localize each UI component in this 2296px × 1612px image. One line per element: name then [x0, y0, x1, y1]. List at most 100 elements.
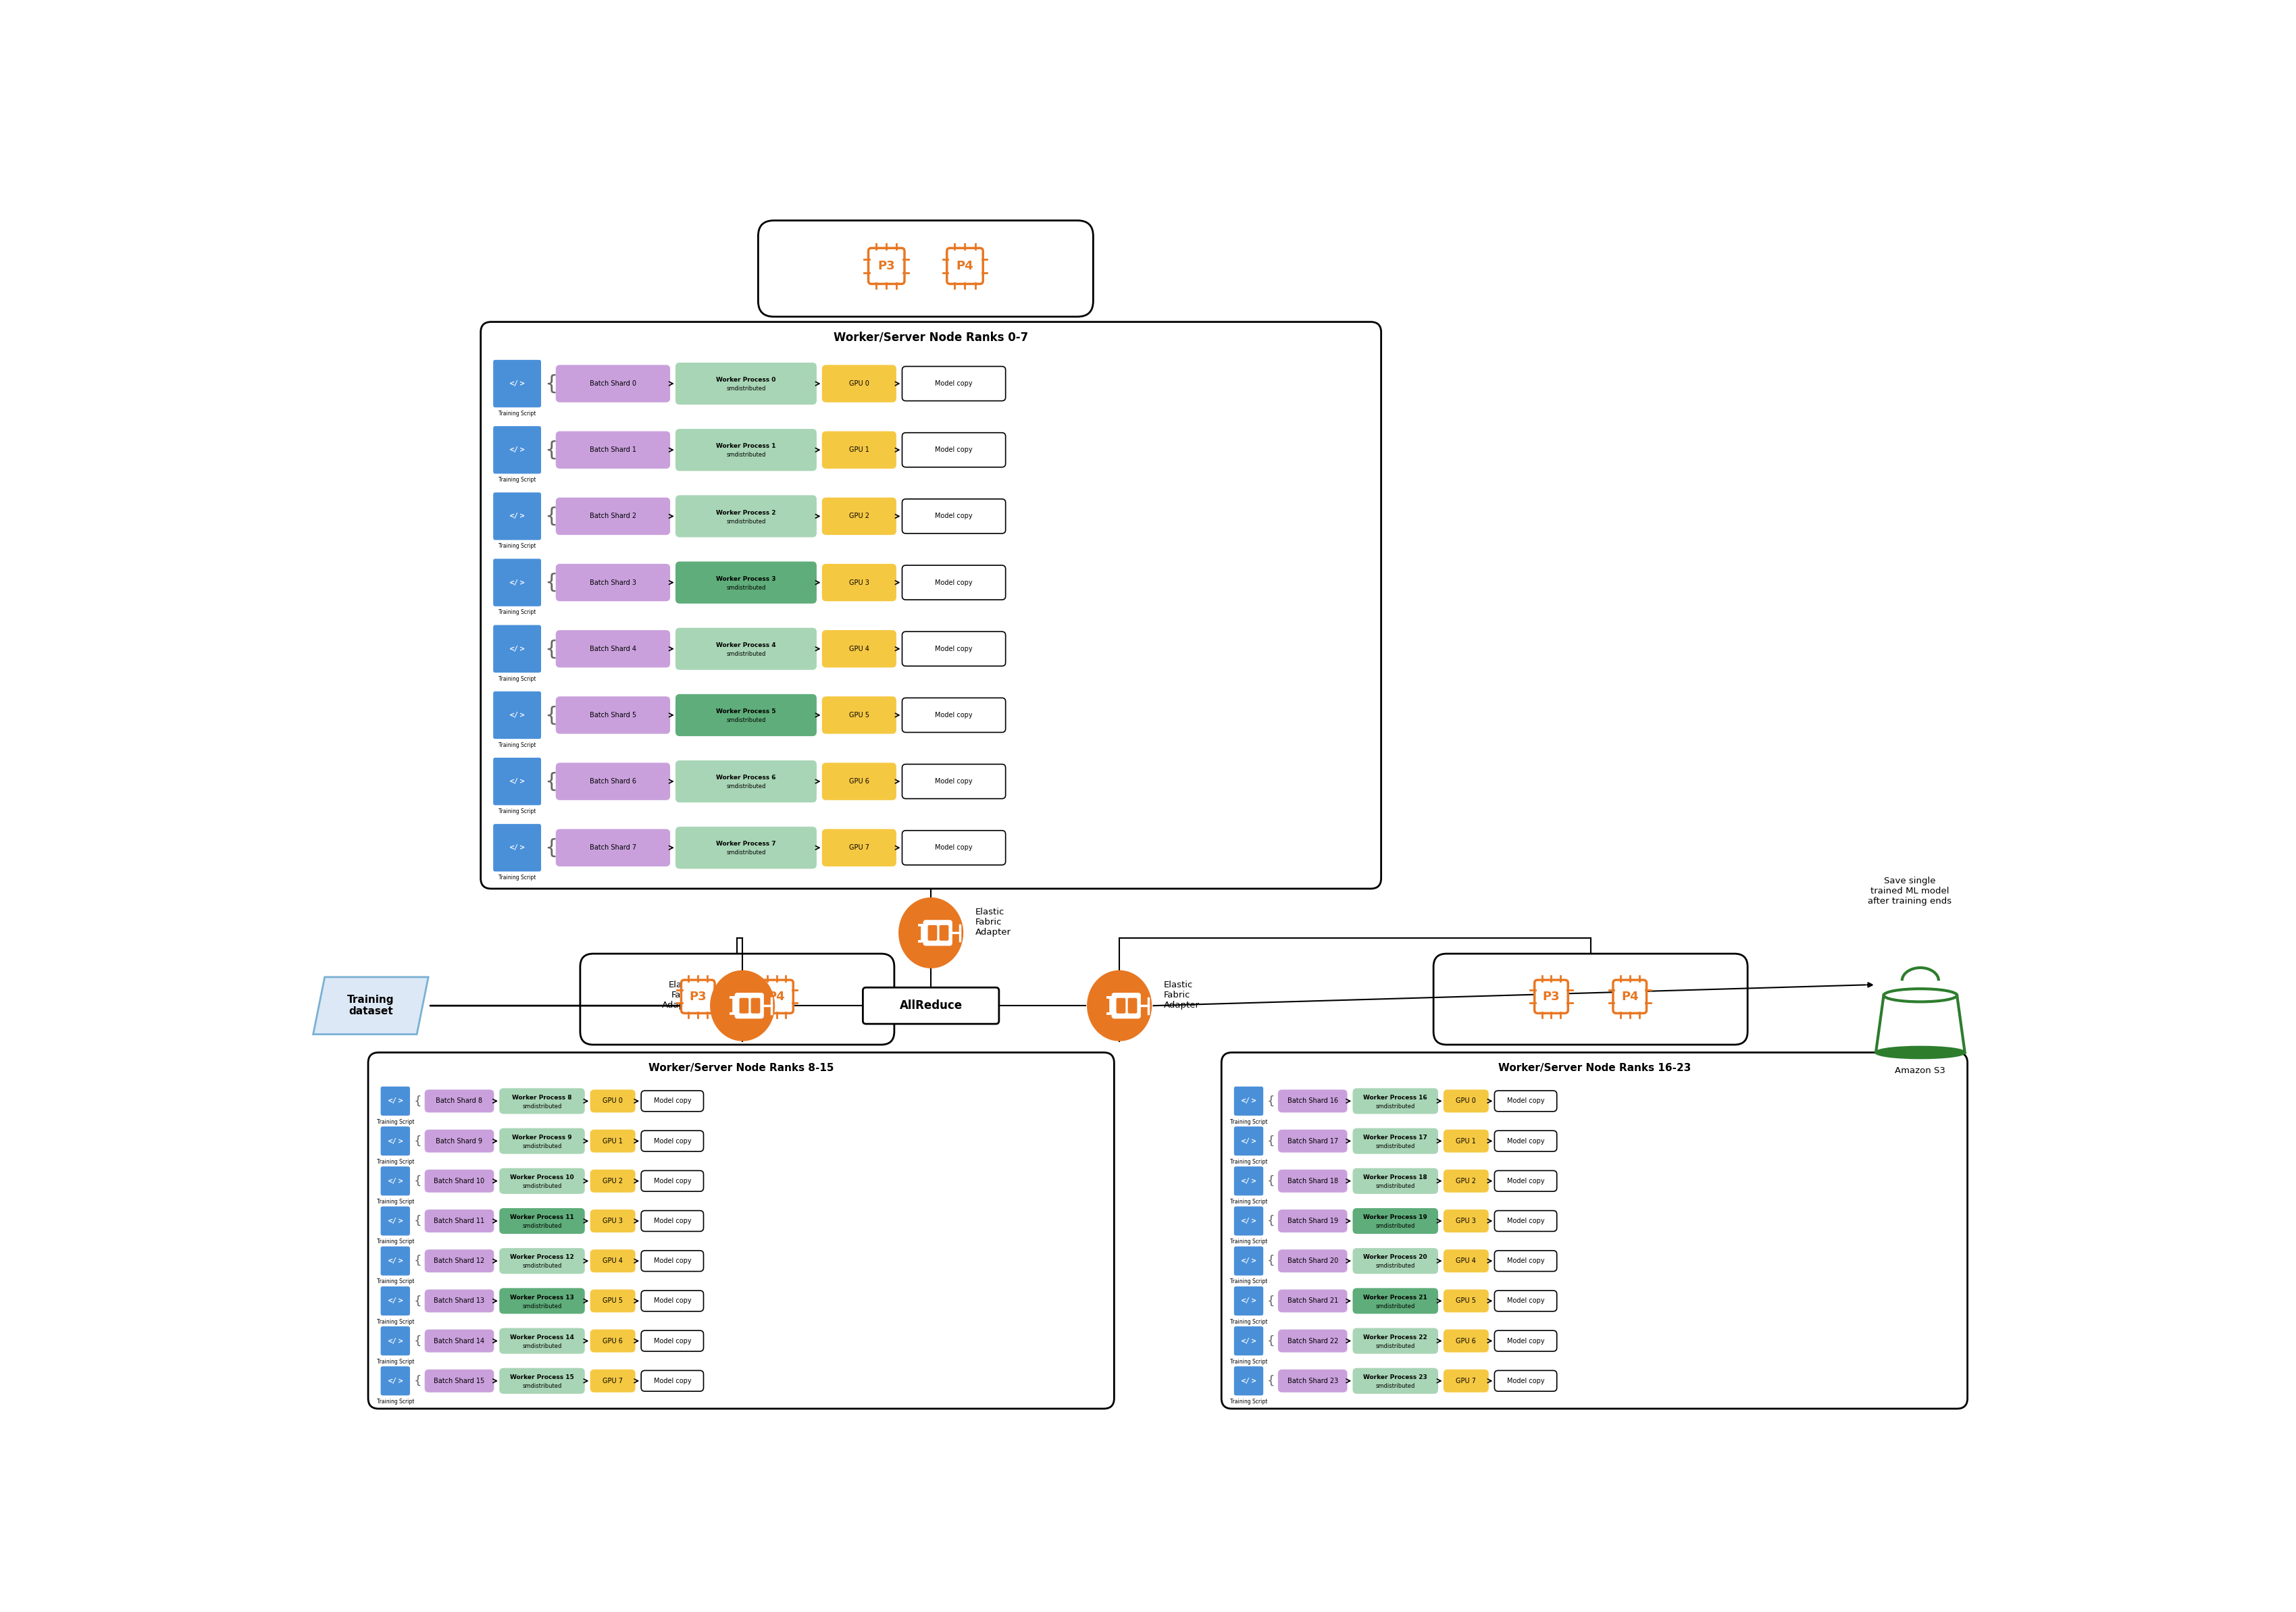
Text: Training Script: Training Script — [1231, 1159, 1267, 1165]
Text: Model copy: Model copy — [1506, 1298, 1545, 1304]
FancyBboxPatch shape — [682, 980, 714, 1014]
FancyBboxPatch shape — [822, 498, 895, 535]
FancyBboxPatch shape — [1279, 1090, 1348, 1112]
FancyBboxPatch shape — [590, 1249, 636, 1272]
Text: Worker Process 14: Worker Process 14 — [510, 1335, 574, 1340]
Text: {: { — [544, 440, 558, 459]
FancyBboxPatch shape — [1111, 993, 1141, 1019]
Text: Elastic
Fabric
Adapter: Elastic Fabric Adapter — [661, 980, 698, 1009]
Text: P3: P3 — [877, 260, 895, 272]
FancyBboxPatch shape — [902, 432, 1006, 467]
FancyBboxPatch shape — [501, 1209, 583, 1233]
Text: ]: ] — [1104, 996, 1114, 1016]
FancyBboxPatch shape — [556, 630, 670, 667]
FancyBboxPatch shape — [822, 564, 895, 601]
Text: Batch Shard 21: Batch Shard 21 — [1288, 1298, 1339, 1304]
Text: smdistributed: smdistributed — [726, 717, 767, 724]
FancyBboxPatch shape — [675, 761, 815, 803]
Text: Model copy: Model copy — [1506, 1378, 1545, 1385]
Text: Model copy: Model copy — [934, 513, 974, 519]
FancyBboxPatch shape — [641, 1251, 703, 1272]
Text: </ >: </ > — [1240, 1338, 1256, 1344]
FancyBboxPatch shape — [556, 696, 670, 733]
Text: Worker Process 18: Worker Process 18 — [1364, 1174, 1428, 1180]
FancyBboxPatch shape — [1444, 1170, 1488, 1191]
Ellipse shape — [1883, 988, 1956, 1001]
FancyBboxPatch shape — [1233, 1086, 1263, 1116]
FancyBboxPatch shape — [1444, 1130, 1488, 1153]
Ellipse shape — [898, 898, 964, 969]
Text: </ >: </ > — [1240, 1217, 1256, 1225]
FancyBboxPatch shape — [641, 1291, 703, 1311]
FancyBboxPatch shape — [923, 920, 953, 945]
Text: Batch Shard 15: Batch Shard 15 — [434, 1378, 484, 1385]
FancyBboxPatch shape — [822, 630, 895, 667]
Text: </ >: </ > — [1240, 1257, 1256, 1264]
Text: Model copy: Model copy — [1506, 1338, 1545, 1344]
Text: </ >: </ > — [388, 1338, 404, 1344]
Text: GPU 3: GPU 3 — [602, 1217, 622, 1225]
Text: smdistributed: smdistributed — [1375, 1224, 1414, 1230]
Text: Worker/Server Node Ranks 0-7: Worker/Server Node Ranks 0-7 — [833, 332, 1029, 343]
Text: Worker Process 16: Worker Process 16 — [1364, 1095, 1428, 1101]
Text: {: { — [544, 772, 558, 791]
FancyBboxPatch shape — [902, 698, 1006, 732]
Text: Worker Process 6: Worker Process 6 — [716, 775, 776, 780]
Text: GPU 1: GPU 1 — [602, 1138, 622, 1145]
FancyBboxPatch shape — [1279, 1249, 1348, 1272]
Text: Batch Shard 8: Batch Shard 8 — [436, 1098, 482, 1104]
FancyBboxPatch shape — [501, 1169, 583, 1193]
FancyBboxPatch shape — [556, 564, 670, 601]
Text: </ >: </ > — [510, 713, 526, 719]
Text: smdistributed: smdistributed — [1375, 1183, 1414, 1190]
FancyBboxPatch shape — [501, 1369, 583, 1393]
Text: Training Script: Training Script — [498, 675, 535, 682]
FancyBboxPatch shape — [367, 1053, 1114, 1409]
FancyBboxPatch shape — [1495, 1091, 1557, 1111]
FancyBboxPatch shape — [381, 1246, 411, 1277]
FancyBboxPatch shape — [425, 1211, 494, 1232]
FancyBboxPatch shape — [863, 988, 999, 1024]
FancyBboxPatch shape — [1352, 1369, 1437, 1393]
Text: Training Script: Training Script — [498, 742, 535, 748]
Text: smdistributed: smdistributed — [726, 651, 767, 658]
FancyBboxPatch shape — [556, 762, 670, 800]
Text: </ >: </ > — [388, 1217, 404, 1225]
Text: GPU 7: GPU 7 — [1456, 1378, 1476, 1385]
Text: GPU 4: GPU 4 — [850, 645, 870, 653]
Ellipse shape — [1876, 1046, 1965, 1057]
FancyBboxPatch shape — [1352, 1209, 1437, 1233]
Text: Training Script: Training Script — [1231, 1359, 1267, 1365]
Text: {: { — [544, 506, 558, 526]
Text: Model copy: Model copy — [654, 1217, 691, 1225]
FancyBboxPatch shape — [735, 993, 762, 1019]
Text: Batch Shard 19: Batch Shard 19 — [1288, 1217, 1339, 1225]
Text: GPU 2: GPU 2 — [602, 1178, 622, 1185]
Text: AllReduce: AllReduce — [900, 999, 962, 1012]
Text: {: { — [1267, 1335, 1274, 1348]
Text: GPU 6: GPU 6 — [1456, 1338, 1476, 1344]
Text: {: { — [1267, 1175, 1274, 1186]
FancyBboxPatch shape — [425, 1090, 494, 1112]
FancyBboxPatch shape — [822, 366, 895, 401]
FancyBboxPatch shape — [1614, 980, 1646, 1014]
FancyBboxPatch shape — [1444, 1290, 1488, 1312]
Text: smdistributed: smdistributed — [726, 783, 767, 790]
Text: GPU 0: GPU 0 — [1456, 1098, 1476, 1104]
FancyBboxPatch shape — [501, 1288, 583, 1314]
Text: Batch Shard 23: Batch Shard 23 — [1288, 1378, 1339, 1385]
Text: GPU 1: GPU 1 — [850, 447, 870, 453]
Text: {: { — [1267, 1095, 1274, 1107]
Text: Batch Shard 5: Batch Shard 5 — [590, 713, 636, 719]
Text: Training Script: Training Script — [1231, 1199, 1267, 1204]
Text: GPU 7: GPU 7 — [602, 1378, 622, 1385]
Text: Worker Process 9: Worker Process 9 — [512, 1135, 572, 1140]
Text: </ >: </ > — [388, 1138, 404, 1145]
FancyBboxPatch shape — [381, 1286, 411, 1315]
Text: Model copy: Model copy — [1506, 1178, 1545, 1185]
FancyBboxPatch shape — [675, 495, 815, 537]
Text: Worker Process 12: Worker Process 12 — [510, 1254, 574, 1261]
Text: {: { — [544, 706, 558, 725]
FancyBboxPatch shape — [556, 432, 670, 467]
Text: Training Script: Training Script — [377, 1278, 413, 1285]
